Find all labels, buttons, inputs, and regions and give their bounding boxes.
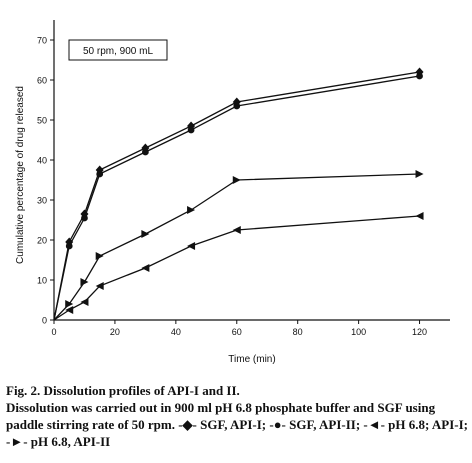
data-point-triangle-right bbox=[95, 252, 104, 260]
annotation-text: 50 rpm, 900 mL bbox=[83, 46, 153, 57]
y-tick-label: 0 bbox=[42, 316, 47, 326]
data-point-triangle-left bbox=[80, 298, 89, 306]
series-triangle-right bbox=[53, 170, 424, 321]
data-point-triangle-right bbox=[141, 230, 150, 238]
y-tick-label: 30 bbox=[37, 196, 47, 206]
y-tick-label: 60 bbox=[37, 76, 47, 86]
series-line-circle bbox=[53, 75, 420, 321]
x-tick-label: 80 bbox=[293, 327, 303, 337]
y-tick-label: 10 bbox=[37, 276, 47, 286]
data-point-triangle-left bbox=[141, 264, 150, 272]
data-point-triangle-left bbox=[95, 282, 104, 290]
axes bbox=[53, 20, 450, 321]
data-point-triangle-right bbox=[80, 278, 89, 286]
series-line-triangle-right bbox=[53, 173, 420, 321]
data-point-circle bbox=[416, 72, 423, 80]
data-point-circle bbox=[141, 148, 149, 156]
series-triangle-left bbox=[53, 212, 424, 321]
x-tick-label: 100 bbox=[351, 327, 366, 337]
tick-labels: 0 20 40 60 80 100 120 0 10 20 30 40 50 60 70 bbox=[37, 36, 427, 338]
data-point-triangle-left bbox=[415, 212, 424, 220]
y-axis-label: Cumulative percentage of drug released bbox=[15, 86, 26, 264]
annotation-box: 50 rpm, 900 mL bbox=[68, 39, 168, 61]
caption-body: Dissolution was carried out in 900 ml pH… bbox=[6, 400, 468, 449]
series-group bbox=[53, 67, 424, 321]
x-tick-label: 20 bbox=[110, 327, 120, 337]
y-tick-label: 40 bbox=[37, 156, 47, 166]
data-point-triangle-left bbox=[65, 306, 74, 314]
y-tick-label: 50 bbox=[37, 116, 47, 126]
data-point-circle bbox=[65, 242, 73, 250]
data-point-circle bbox=[96, 170, 104, 178]
x-tick-label: 120 bbox=[412, 327, 427, 337]
data-point-circle bbox=[81, 214, 88, 222]
dissolution-chart: 0 20 40 60 80 100 120 0 10 20 30 40 50 60 70 50 rpm, 9… bbox=[15, 20, 450, 365]
annotation-frame bbox=[68, 39, 168, 61]
y-tick-label: 70 bbox=[37, 36, 47, 46]
data-point-triangle-left bbox=[187, 242, 196, 250]
data-point-triangle-left bbox=[232, 226, 241, 234]
data-point-circle bbox=[187, 126, 195, 134]
x-tick-label: 40 bbox=[171, 327, 181, 337]
series-line-diamond bbox=[53, 71, 420, 321]
caption-title: Fig. 2. Dissolution profiles of API-I an… bbox=[6, 383, 240, 398]
data-point-triangle-right bbox=[65, 300, 74, 308]
x-tick-label: 0 bbox=[51, 327, 56, 337]
data-point-triangle-right bbox=[415, 170, 424, 178]
series-circle bbox=[53, 72, 423, 321]
figure-caption: Fig. 2. Dissolution profiles of API-I an… bbox=[6, 382, 468, 450]
y-tick-label: 20 bbox=[37, 236, 47, 246]
data-point-circle bbox=[233, 102, 241, 110]
data-point-triangle-right bbox=[187, 206, 196, 214]
x-axis-label: Time (min) bbox=[228, 354, 275, 365]
x-tick-label: 60 bbox=[232, 327, 242, 337]
data-point-triangle-right bbox=[232, 176, 241, 184]
